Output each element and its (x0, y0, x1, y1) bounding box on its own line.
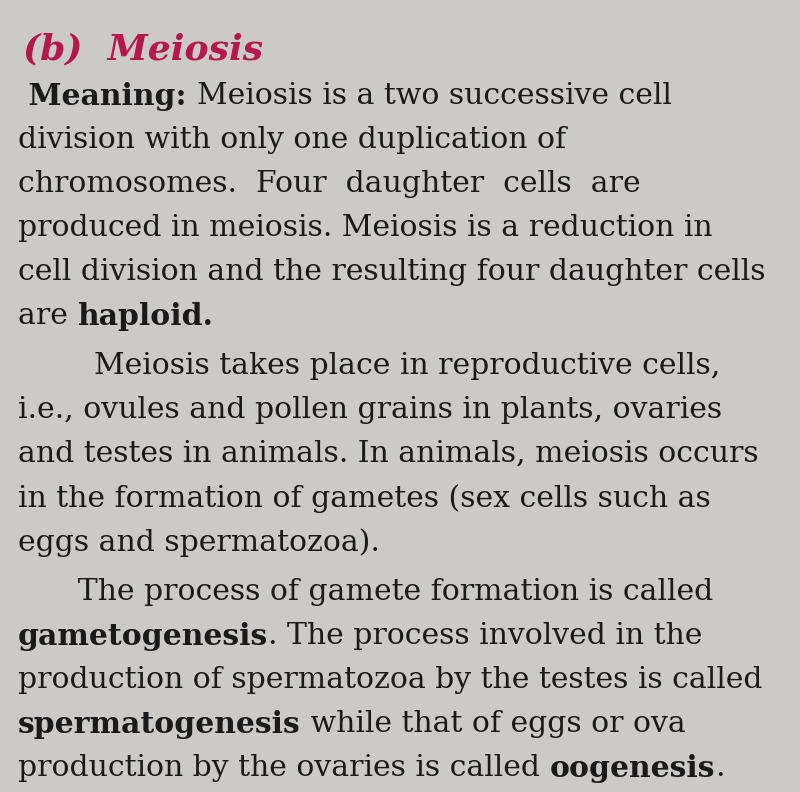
Text: gametogenesis: gametogenesis (18, 622, 268, 651)
Text: chromosomes.  Four  daughter  cells  are: chromosomes. Four daughter cells are (18, 170, 641, 198)
Text: . The process involved in the: . The process involved in the (268, 622, 702, 650)
Text: oogenesis: oogenesis (550, 754, 715, 783)
Text: production of spermatozoa by the testes is called: production of spermatozoa by the testes … (18, 666, 762, 694)
Text: Meiosis is a two successive cell: Meiosis is a two successive cell (197, 82, 672, 110)
Text: .: . (715, 754, 725, 782)
Text: produced in meiosis. Meiosis is a reduction in: produced in meiosis. Meiosis is a reduct… (18, 214, 713, 242)
Text: cell division and the resulting four daughter cells: cell division and the resulting four dau… (18, 258, 766, 286)
Text: Meiosis takes place in reproductive cells,: Meiosis takes place in reproductive cell… (18, 352, 720, 380)
Text: haploid.: haploid. (78, 302, 214, 331)
Text: The process of gamete formation is called: The process of gamete formation is calle… (18, 578, 714, 606)
Text: Meaning:: Meaning: (18, 82, 197, 111)
Text: and testes in animals. In animals, meiosis occurs: and testes in animals. In animals, meios… (18, 440, 758, 468)
Text: are: are (18, 302, 78, 330)
Text: production by the ovaries is called: production by the ovaries is called (18, 754, 550, 782)
Text: division with only one duplication of: division with only one duplication of (18, 126, 566, 154)
Text: in the formation of gametes (sex cells such as: in the formation of gametes (sex cells s… (18, 484, 710, 512)
Text: (b)  Meiosis: (b) Meiosis (23, 32, 263, 66)
Text: while that of eggs or ova: while that of eggs or ova (301, 710, 686, 738)
Text: spermatogenesis: spermatogenesis (18, 710, 301, 739)
Text: i.e., ovules and pollen grains in plants, ovaries: i.e., ovules and pollen grains in plants… (18, 396, 722, 424)
Text: eggs and spermatozoa).: eggs and spermatozoa). (18, 528, 380, 557)
